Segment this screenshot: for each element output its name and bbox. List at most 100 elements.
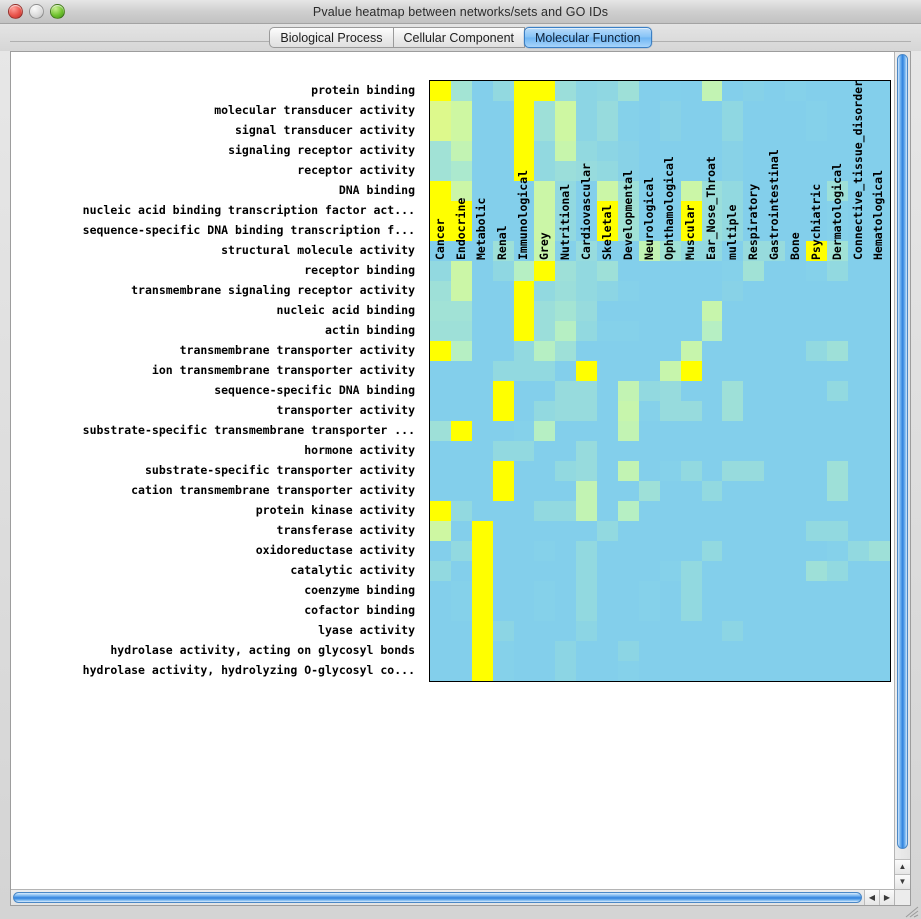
heatmap-cell[interactable]: [430, 121, 451, 141]
heatmap-cell[interactable]: [492, 221, 514, 241]
heatmap-cell[interactable]: [847, 361, 869, 381]
heatmap-cell[interactable]: [555, 201, 577, 221]
heatmap-cell[interactable]: [430, 601, 451, 621]
heatmap-cell[interactable]: [868, 81, 890, 101]
heatmap-cell[interactable]: [701, 561, 723, 581]
heatmap-cell[interactable]: [430, 141, 451, 161]
heatmap-cell[interactable]: [513, 561, 535, 581]
heatmap-cell[interactable]: [450, 601, 472, 621]
heatmap-cell[interactable]: [471, 181, 493, 201]
heatmap-cell[interactable]: [806, 81, 827, 101]
heatmap-cell[interactable]: [430, 281, 451, 301]
heatmap-cell[interactable]: [743, 661, 765, 681]
heatmap-cell[interactable]: [847, 561, 869, 581]
heatmap-cell[interactable]: [597, 601, 619, 621]
heatmap-cell[interactable]: [450, 541, 472, 561]
heatmap-cell[interactable]: [722, 401, 744, 421]
heatmap-cell[interactable]: [597, 101, 619, 121]
heatmap-cell[interactable]: [513, 481, 535, 501]
heatmap-cell[interactable]: [826, 141, 848, 161]
heatmap-cell[interactable]: [618, 81, 639, 101]
heatmap-cell[interactable]: [847, 381, 869, 401]
heatmap-cell[interactable]: [847, 81, 869, 101]
heatmap-cell[interactable]: [847, 441, 869, 461]
tab-cellular-component[interactable]: Cellular Component: [393, 27, 525, 48]
heatmap-cell[interactable]: [868, 221, 890, 241]
heatmap-cell[interactable]: [471, 641, 493, 661]
heatmap-cell[interactable]: [764, 381, 786, 401]
heatmap-cell[interactable]: [492, 421, 514, 441]
heatmap-cell[interactable]: [701, 181, 723, 201]
heatmap-cell[interactable]: [638, 281, 660, 301]
heatmap-cell[interactable]: [534, 641, 556, 661]
heatmap-cell[interactable]: [534, 381, 556, 401]
heatmap-cell[interactable]: [722, 181, 744, 201]
heatmap-cell[interactable]: [576, 261, 598, 281]
heatmap-cell[interactable]: [701, 481, 723, 501]
heatmap-cell[interactable]: [492, 561, 514, 581]
heatmap-cell[interactable]: [576, 221, 598, 241]
heatmap-cell[interactable]: [743, 161, 765, 181]
heatmap-cell[interactable]: [764, 621, 786, 641]
heatmap-cell[interactable]: [430, 401, 451, 421]
heatmap-cell[interactable]: [743, 321, 765, 341]
heatmap-cell[interactable]: [618, 501, 639, 521]
heatmap-cell[interactable]: [806, 601, 827, 621]
heatmap-cell[interactable]: [826, 621, 848, 641]
heatmap-cell[interactable]: [492, 481, 514, 501]
heatmap-cell[interactable]: [638, 121, 660, 141]
heatmap-cell[interactable]: [785, 461, 807, 481]
heatmap-cell[interactable]: [764, 201, 786, 221]
heatmap-cell[interactable]: [785, 441, 807, 461]
heatmap-cell[interactable]: [680, 421, 702, 441]
heatmap-cell[interactable]: [680, 561, 702, 581]
heatmap-cell[interactable]: [847, 161, 869, 181]
heatmap-cell[interactable]: [618, 621, 639, 641]
heatmap-cell[interactable]: [555, 501, 577, 521]
heatmap-cell[interactable]: [555, 621, 577, 641]
heatmap-cell[interactable]: [471, 541, 493, 561]
heatmap-cell[interactable]: [471, 361, 493, 381]
heatmap-cell[interactable]: [492, 341, 514, 361]
heatmap-cell[interactable]: [785, 281, 807, 301]
heatmap-cell[interactable]: [430, 561, 451, 581]
heatmap-cell[interactable]: [534, 301, 556, 321]
heatmap-cell[interactable]: [806, 141, 827, 161]
heatmap-cell[interactable]: [764, 661, 786, 681]
heatmap-cell[interactable]: [722, 141, 744, 161]
heatmap-cell[interactable]: [701, 541, 723, 561]
heatmap-cell[interactable]: [618, 541, 639, 561]
heatmap-cell[interactable]: [826, 441, 848, 461]
heatmap-cell[interactable]: [430, 381, 451, 401]
heatmap-cell[interactable]: [492, 441, 514, 461]
heatmap-cell[interactable]: [638, 581, 660, 601]
heatmap-cell[interactable]: [555, 241, 577, 261]
heatmap-cell[interactable]: [680, 281, 702, 301]
heatmap-cell[interactable]: [868, 581, 890, 601]
heatmap-cell[interactable]: [743, 521, 765, 541]
horizontal-scrollbar-track[interactable]: [11, 890, 864, 905]
heatmap-cell[interactable]: [680, 521, 702, 541]
heatmap-cell[interactable]: [701, 101, 723, 121]
heatmap-cell[interactable]: [826, 81, 848, 101]
heatmap-cell[interactable]: [785, 581, 807, 601]
heatmap-cell[interactable]: [471, 121, 493, 141]
heatmap-cell[interactable]: [785, 661, 807, 681]
heatmap-cell[interactable]: [847, 101, 869, 121]
horizontal-scrollbar-thumb[interactable]: [13, 892, 862, 903]
heatmap-cell[interactable]: [680, 641, 702, 661]
heatmap-cell[interactable]: [680, 201, 702, 221]
heatmap-cell[interactable]: [659, 261, 681, 281]
heatmap-cell[interactable]: [471, 661, 493, 681]
heatmap-cell[interactable]: [659, 141, 681, 161]
heatmap-cell[interactable]: [806, 341, 827, 361]
heatmap-cell[interactable]: [430, 221, 451, 241]
heatmap-cell[interactable]: [826, 361, 848, 381]
heatmap-cell[interactable]: [618, 561, 639, 581]
heatmap-cell[interactable]: [534, 461, 556, 481]
heatmap-cell[interactable]: [576, 321, 598, 341]
heatmap-cell[interactable]: [868, 421, 890, 441]
heatmap-cell[interactable]: [555, 641, 577, 661]
heatmap-cell[interactable]: [806, 381, 827, 401]
heatmap-cell[interactable]: [597, 241, 619, 261]
